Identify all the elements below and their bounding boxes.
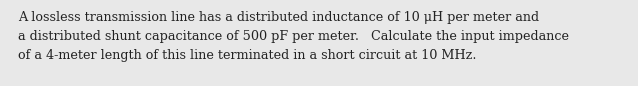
Text: a distributed shunt capacitance of 500 pF per meter.   Calculate the input imped: a distributed shunt capacitance of 500 p…	[18, 30, 569, 43]
Text: of a 4-meter length of this line terminated in a short circuit at 10 MHz.: of a 4-meter length of this line termina…	[18, 49, 477, 62]
Text: A lossless transmission line has a distributed inductance of 10 μH per meter and: A lossless transmission line has a distr…	[18, 11, 539, 24]
